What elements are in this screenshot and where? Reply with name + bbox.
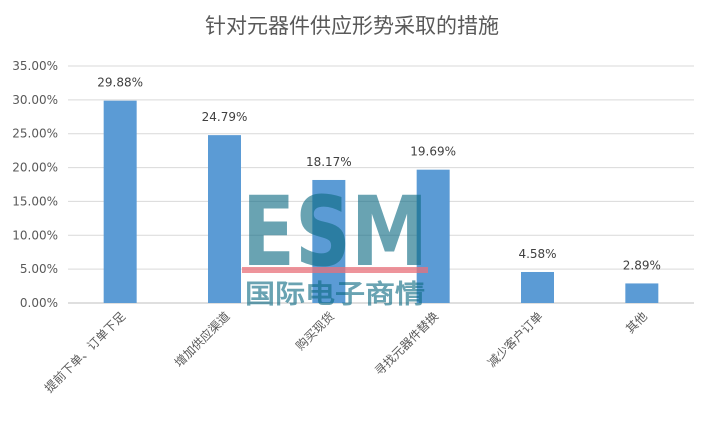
data-labels: 29.88% 24.79% 18.17% 19.69% 4.58% 2.89% bbox=[97, 76, 661, 273]
y-tick-label: 0.00% bbox=[20, 296, 58, 310]
y-tick-label: 25.00% bbox=[12, 127, 58, 141]
x-axis: 提前下单、订单下足 增加供应渠道 购买现货 寻找元器件替换 减少客户订单 其他 bbox=[41, 309, 650, 396]
bar bbox=[416, 169, 450, 303]
watermark-logo: ESM bbox=[242, 176, 428, 288]
x-category-label: 寻找元器件替换 bbox=[372, 309, 441, 378]
bar bbox=[208, 135, 241, 303]
y-tick-label: 15.00% bbox=[12, 194, 58, 208]
y-tick-label: 10.00% bbox=[12, 228, 58, 242]
x-category-label: 增加供应渠道 bbox=[171, 309, 233, 371]
data-label: 2.89% bbox=[623, 258, 661, 272]
bar bbox=[521, 271, 554, 303]
y-tick-label: 35.00% bbox=[12, 59, 58, 73]
chart-title: 针对元器件供应形势采取的措施 bbox=[205, 14, 499, 38]
data-label: 18.17% bbox=[306, 155, 352, 169]
y-tick-label: 5.00% bbox=[20, 262, 58, 276]
bars bbox=[103, 100, 659, 304]
watermark-text: 国际电子商情 bbox=[245, 279, 425, 310]
data-label: 4.58% bbox=[518, 247, 556, 261]
data-label: 29.88% bbox=[97, 76, 143, 90]
bar bbox=[625, 283, 659, 303]
x-category-label: 减少客户订单 bbox=[484, 309, 546, 371]
gridlines bbox=[68, 65, 694, 304]
y-axis: 0.00% 5.00% 10.00% 15.00% 20.00% 25.00% 30.00%… bbox=[12, 59, 58, 310]
esm-watermark: ESM 国际电子商情 bbox=[242, 176, 428, 310]
bar bbox=[312, 179, 346, 303]
data-label: 24.79% bbox=[202, 110, 248, 124]
x-category-label: 提前下单、订单下足 bbox=[41, 309, 128, 396]
y-tick-label: 30.00% bbox=[12, 93, 58, 107]
data-label: 19.69% bbox=[410, 145, 456, 159]
bar bbox=[103, 100, 137, 304]
y-tick-label: 20.00% bbox=[12, 161, 58, 175]
x-category-label: 其他 bbox=[623, 309, 650, 336]
x-category-label: 购买现货 bbox=[292, 309, 337, 354]
watermark-underline bbox=[242, 267, 428, 273]
